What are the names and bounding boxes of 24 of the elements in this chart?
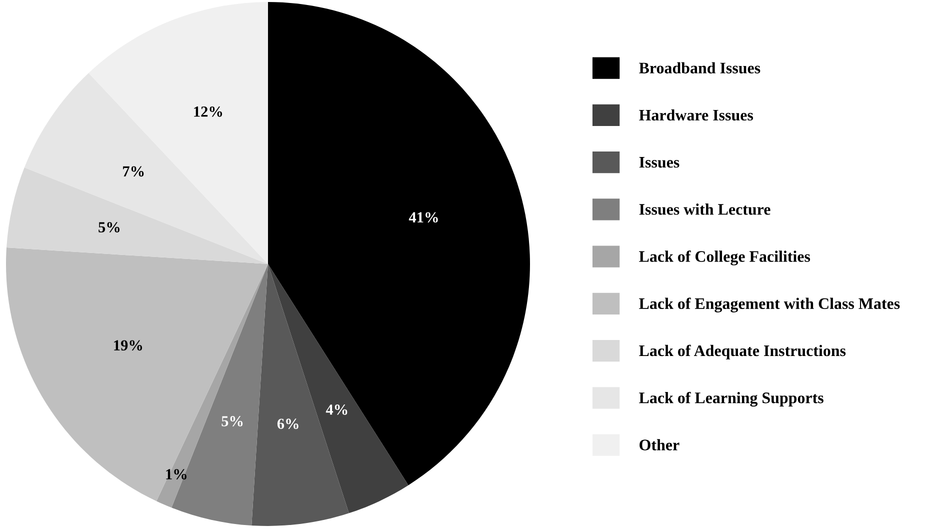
legend-label: Lack of College Facilities (639, 250, 810, 266)
pie-slice (6, 168, 268, 264)
pie-slice (252, 264, 349, 526)
data-label: 19% (114, 340, 142, 351)
data-label: 5% (222, 416, 243, 426)
data-label: 4% (326, 404, 348, 415)
legend-label: Other (640, 439, 680, 450)
data-label: 5% (98, 222, 120, 232)
data-label: 41% (408, 212, 438, 223)
legend-label: Lack of Engagement with Class Mates (639, 298, 900, 312)
legend-label: Lack of Learning Supports (639, 392, 824, 407)
data-label: 1% (166, 469, 186, 480)
pie-slice (6, 248, 268, 502)
legend-label: Issues (639, 157, 680, 168)
data-label: 6% (277, 418, 298, 430)
legend-label: Lack of Adequate Instructions (639, 344, 846, 360)
legend-label: Broadband Issues (639, 62, 760, 74)
data-label: 7% (123, 166, 144, 177)
pie-slice (156, 264, 268, 508)
pie-slice (268, 2, 530, 486)
pie-slice (268, 264, 408, 514)
legend-label: Issues with Lecture (639, 204, 770, 215)
data-label: 12% (194, 106, 222, 117)
legend-label: Hardware Issues (639, 109, 754, 121)
